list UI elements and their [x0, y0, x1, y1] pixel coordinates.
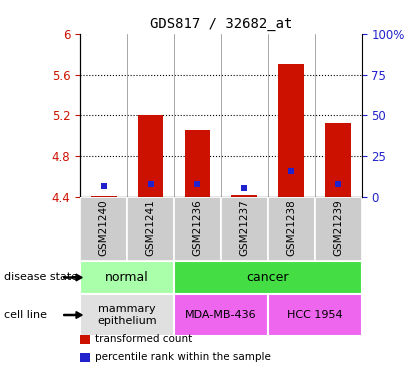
Text: GSM21236: GSM21236 [192, 200, 203, 256]
Bar [80, 197, 127, 261]
Bar [80, 261, 174, 294]
Bar [91, 196, 116, 197]
Bar [315, 197, 362, 261]
Bar [326, 123, 351, 197]
Bar [268, 197, 315, 261]
Text: percentile rank within the sample: percentile rank within the sample [95, 352, 270, 362]
Text: GSM21237: GSM21237 [239, 200, 249, 256]
Text: GSM21241: GSM21241 [145, 200, 155, 256]
Bar [80, 294, 174, 336]
Bar [231, 195, 257, 197]
Title: GDS817 / 32682_at: GDS817 / 32682_at [150, 17, 292, 32]
Text: GSM21240: GSM21240 [99, 200, 109, 256]
Text: cell line: cell line [4, 310, 47, 320]
Bar [138, 116, 164, 197]
Text: GSM21238: GSM21238 [286, 200, 296, 256]
Text: transformed count: transformed count [95, 334, 192, 344]
Bar [185, 130, 210, 197]
Bar [174, 294, 268, 336]
Text: disease state: disease state [4, 273, 78, 282]
Text: cancer: cancer [247, 271, 289, 284]
Text: MDA-MB-436: MDA-MB-436 [185, 310, 257, 320]
Bar [127, 197, 174, 261]
Text: mammary
epithelium: mammary epithelium [97, 304, 157, 326]
Bar [174, 261, 362, 294]
Text: HCC 1954: HCC 1954 [287, 310, 343, 320]
Bar [278, 64, 304, 197]
Text: GSM21239: GSM21239 [333, 200, 343, 256]
Text: normal: normal [105, 271, 149, 284]
Bar [221, 197, 268, 261]
Bar [268, 294, 362, 336]
Bar [174, 197, 221, 261]
